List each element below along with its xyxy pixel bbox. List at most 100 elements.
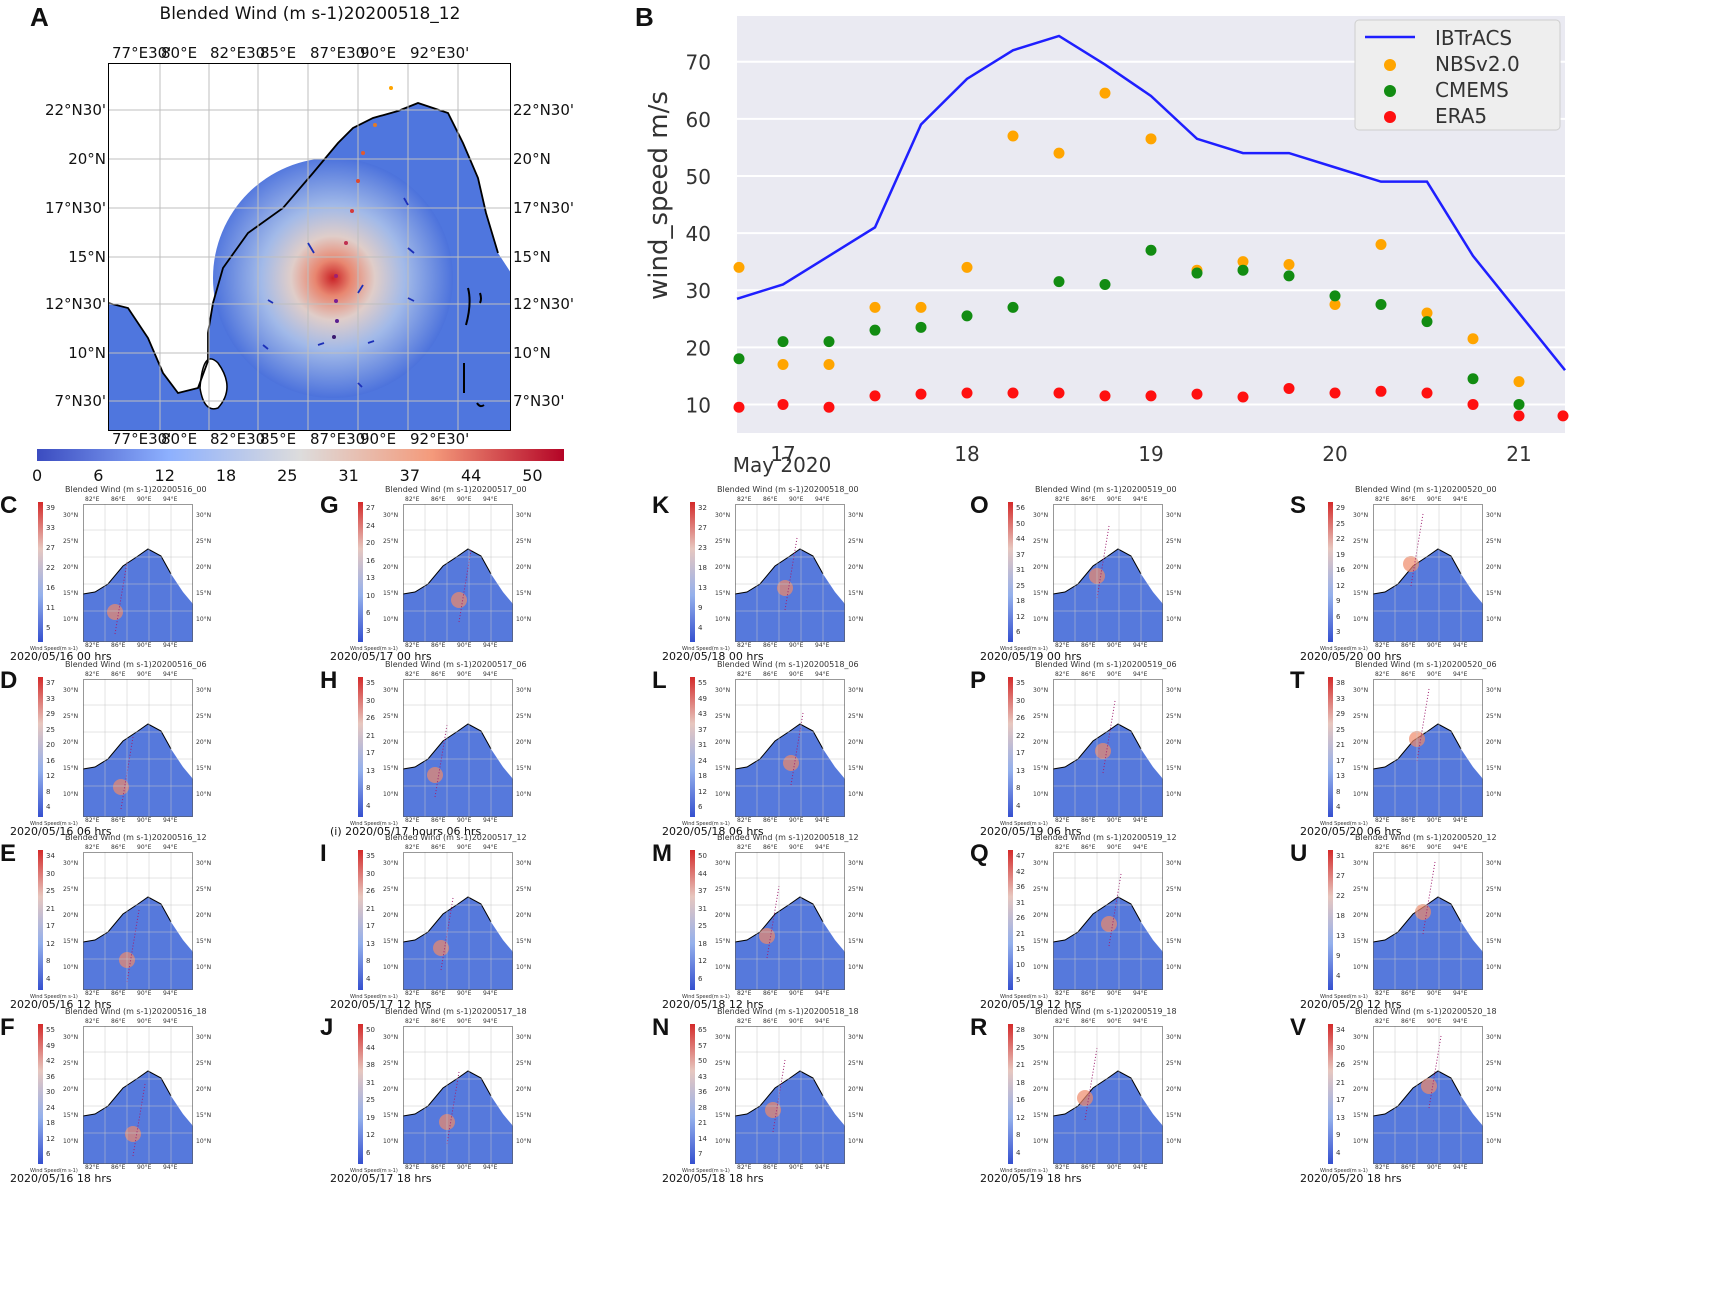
panel-a-lat-tick-right: 20°N <box>513 150 551 168</box>
small-map-storm <box>759 928 775 944</box>
small-map-colorbar <box>1328 850 1333 990</box>
small-map-colorbar-tick: 29 <box>1336 710 1345 719</box>
small-map-lon-tick-bottom: 82°E <box>1055 817 1070 824</box>
small-map-sea <box>1373 724 1483 817</box>
small-map-colorbar-tick: 6 <box>698 803 703 812</box>
small-map-colorbar-tick: 17 <box>1336 756 1345 765</box>
small-map-colorbar-tick: 15 <box>1016 945 1025 954</box>
small-map-letter: G <box>320 492 339 519</box>
small-map-colorbar-tick: 22 <box>1016 731 1025 740</box>
small-map-plot <box>83 852 193 990</box>
small-map-lat-tick-right: 25°N <box>1166 886 1182 893</box>
point-cmems <box>1421 316 1433 328</box>
small-map-lon-tick-bottom: 86°E <box>1401 817 1416 824</box>
small-map-lon-tick-top: 90°E <box>789 671 804 678</box>
small-map-colorbar <box>690 502 695 642</box>
small-map-frame <box>1053 852 1163 990</box>
small-map-colorbar-tick: 13 <box>1336 932 1345 940</box>
small-map-colorbar-tick: 50 <box>1016 519 1025 528</box>
point-cmems <box>1099 278 1111 290</box>
small-map-title: Blended Wind (m s-1)20200520_18 <box>1355 1007 1497 1016</box>
small-map-lat-tick-left: 25°N <box>715 886 731 893</box>
small-map-plot <box>1053 504 1163 642</box>
small-map-lat-tick-left: 30°N <box>1353 512 1369 519</box>
small-map-lon-tick-top: 86°E <box>431 671 446 678</box>
small-map-letter: T <box>1290 667 1305 694</box>
small-map-letter: H <box>320 667 338 694</box>
small-map-lat-tick-left: 25°N <box>63 886 79 893</box>
small-map-storm <box>1415 904 1431 920</box>
small-map-colorbar-tick: 25 <box>46 887 55 895</box>
small-map-o: O Blended Wind (m s-1)20200519_00 56 50 44 37… <box>970 485 1270 663</box>
small-map-lat-tick-right: 15°N <box>196 1112 212 1119</box>
small-map-lon-tick-bottom: 90°E <box>1107 990 1122 997</box>
small-map-colorbar <box>38 502 43 642</box>
small-map-lat-tick-right: 30°N <box>1166 512 1182 519</box>
small-map-lon-tick-top: 94°E <box>815 496 830 503</box>
small-map-lon-tick-top: 82°E <box>1375 844 1390 851</box>
small-map-lon-tick-top: 90°E <box>789 1018 804 1025</box>
small-map-colorbar-label: Wind Speed(m s-1) <box>682 646 730 652</box>
small-map-lat-tick-left: 30°N <box>1353 1034 1369 1041</box>
panel-a-lon-tick-bottom: 92°E30' <box>410 430 470 448</box>
small-map-letter: N <box>652 1014 670 1041</box>
small-map-caption: 2020/05/20 18 hrs <box>1300 1172 1402 1185</box>
small-map-colorbar <box>358 850 363 990</box>
small-map-coast <box>1373 1070 1462 1117</box>
small-map-colorbar-tick: 24 <box>698 756 707 765</box>
point-nbsv20 <box>733 261 745 273</box>
small-map-lon-tick-bottom: 86°E <box>1401 642 1416 649</box>
small-map-colorbar <box>38 850 43 990</box>
small-map-track <box>114 561 128 635</box>
legend-swatch <box>1384 59 1396 71</box>
small-map-colorbar-tick: 42 <box>46 1057 55 1066</box>
sri-lanka <box>199 358 228 410</box>
panel-a-lon-tick-bottom: 85°E <box>260 430 297 448</box>
small-map-colorbar-tick: 6 <box>698 974 703 983</box>
small-map-letter: V <box>1290 1014 1307 1041</box>
small-map-lat-tick-left: 25°N <box>63 538 79 545</box>
small-map-lon-tick-top: 90°E <box>1427 671 1442 678</box>
small-map-lat-tick-left: 20°N <box>715 912 731 919</box>
small-map-letter: K <box>652 492 670 519</box>
small-map-lon-tick-bottom: 82°E <box>85 642 100 649</box>
small-map-r: R Blended Wind (m s-1)20200519_18 28 25 21 18… <box>970 1007 1270 1185</box>
small-map-lat-tick-right: 25°N <box>516 1060 532 1067</box>
small-map-colorbar-tick: 36 <box>1016 883 1025 892</box>
small-map-plot <box>1373 852 1483 990</box>
small-map-title: Blended Wind (m s-1)20200518_18 <box>717 1007 859 1016</box>
small-map-plot <box>403 504 513 642</box>
small-map-lon-tick-top: 94°E <box>1453 671 1468 678</box>
small-map-colorbar-tick: 21 <box>366 904 375 913</box>
small-map-colorbar-tick: 57 <box>698 1041 707 1050</box>
small-map-lon-tick-bottom: 82°E <box>85 1164 100 1171</box>
small-map-lon-tick-bottom: 82°E <box>1375 642 1390 649</box>
panel-a-colorbar-tick: 12 <box>154 466 175 485</box>
point-cmems <box>1191 267 1203 279</box>
small-map-colorbar-tick: 31 <box>1336 852 1345 860</box>
small-map-letter: S <box>1290 492 1307 519</box>
small-map-frame <box>403 852 513 990</box>
small-map-lat-tick-right: 15°N <box>196 590 212 597</box>
panel-a-lat-tick-left: 20°N <box>68 150 106 168</box>
small-map-colorbar-tick: 12 <box>46 772 55 781</box>
small-map-plot <box>735 504 845 642</box>
andaman-islands <box>463 287 485 408</box>
point-nbsv20 <box>915 301 927 313</box>
small-map-colorbar-tick: 4 <box>366 974 371 983</box>
small-map-plot <box>735 852 845 990</box>
small-map-lat-tick-right: 30°N <box>516 1034 532 1041</box>
small-map-colorbar-tick: 34 <box>46 852 55 860</box>
small-map-lon-tick-top: 82°E <box>85 1018 100 1025</box>
small-map-lon-tick-bottom: 94°E <box>1133 990 1148 997</box>
small-map-colorbar-tick: 55 <box>46 1026 55 1034</box>
small-map-colorbar-tick: 56 <box>1016 504 1025 512</box>
small-map-lat-tick-left: 10°N <box>715 1138 731 1145</box>
small-map-lat-tick-right: 20°N <box>1486 1086 1502 1093</box>
small-map-lat-tick-left: 20°N <box>1033 912 1049 919</box>
small-map-lon-tick-top: 94°E <box>163 1018 178 1025</box>
panel-a-colorbar-tick: 50 <box>522 466 543 485</box>
small-map-lat-tick-right: 10°N <box>848 791 864 798</box>
small-map-lat-tick-right: 15°N <box>516 1112 532 1119</box>
small-map-colorbar <box>38 1024 43 1164</box>
